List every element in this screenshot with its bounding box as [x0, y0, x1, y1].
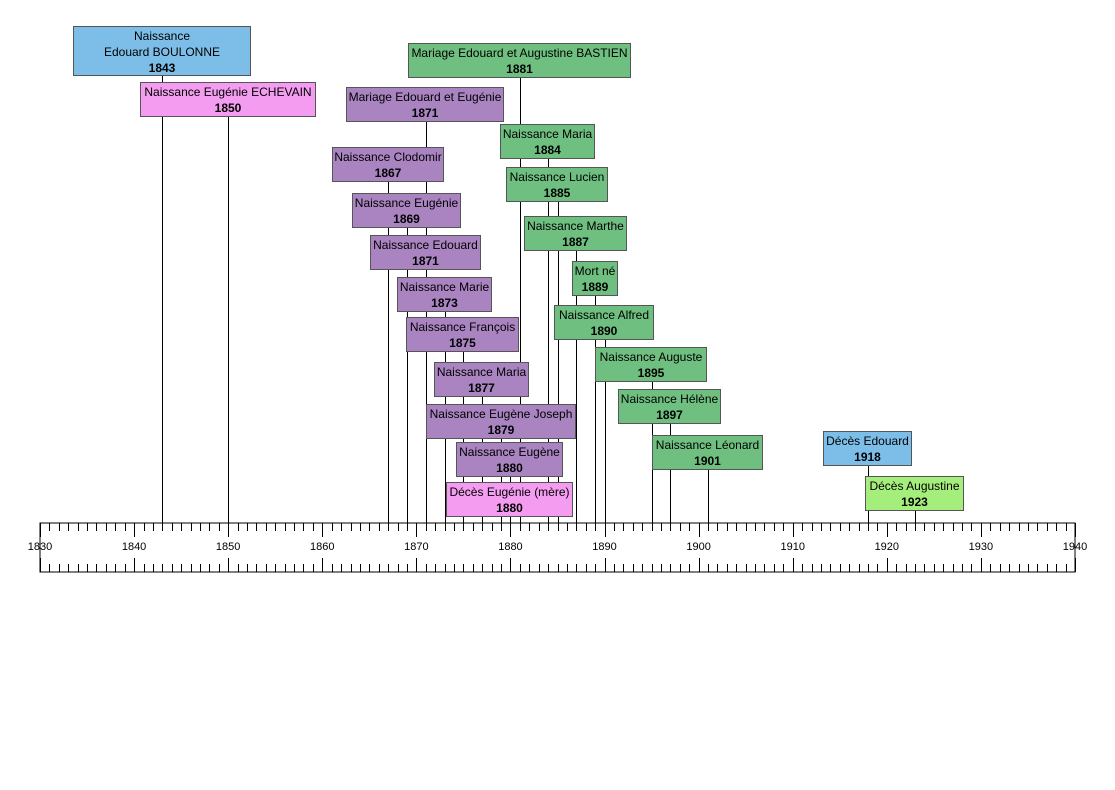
- event-label: Naissance Eugénie ECHEVAIN: [141, 84, 315, 100]
- event-year: 1887: [525, 234, 626, 250]
- axis-label-1890: 1890: [585, 541, 625, 553]
- axis-label-1920: 1920: [867, 541, 907, 553]
- event-year: 1875: [407, 335, 518, 351]
- event-year: 1869: [353, 211, 460, 227]
- event-box-naissance-eugene-joseph: Naissance Eugène Joseph 1879: [426, 404, 576, 439]
- event-year: 1867: [333, 165, 443, 181]
- event-box-naissance-eugenie-1869: Naissance Eugénie 1869: [352, 193, 461, 228]
- event-year: 1877: [435, 380, 528, 396]
- event-label: Naissance: [74, 28, 250, 44]
- event-year: 1923: [866, 494, 963, 510]
- ruler-band: [40, 523, 1075, 572]
- event-box-naissance-maria-1877: Naissance Maria 1877: [434, 362, 529, 397]
- event-year: 1918: [824, 449, 911, 465]
- event-year: 1884: [501, 142, 594, 158]
- event-year: 1881: [409, 61, 630, 77]
- axis-label-1870: 1870: [396, 541, 436, 553]
- event-label: Naissance Hélène: [619, 391, 720, 407]
- axis-label-1840: 1840: [114, 541, 154, 553]
- event-box-naissance-edouard-1871: Naissance Edouard 1871: [370, 235, 481, 270]
- event-label: Décès Edouard: [824, 433, 911, 449]
- event-box-naissance-auguste: Naissance Auguste 1895: [595, 347, 707, 382]
- event-year: 1850: [141, 100, 315, 116]
- event-year: 1873: [398, 295, 491, 311]
- event-box-naissance-eugene: Naissance Eugène 1880: [456, 442, 563, 477]
- event-year: 1879: [427, 422, 575, 438]
- event-label: Décès Eugénie (mère): [447, 484, 572, 500]
- axis-label-1930: 1930: [961, 541, 1001, 553]
- event-year: 1885: [507, 185, 607, 201]
- event-year: 1901: [653, 453, 762, 469]
- event-label: Mariage Edouard et Augustine BASTIEN: [409, 45, 630, 61]
- event-box-naissance-edouard: Naissance Edouard BOULONNE 1843: [73, 26, 251, 76]
- event-label: Naissance Marthe: [525, 218, 626, 234]
- event-box-deces-eugenie: Décès Eugénie (mère) 1880: [446, 482, 573, 517]
- axis-label-1940: 1940: [1055, 541, 1095, 553]
- event-year: 1897: [619, 407, 720, 423]
- event-box-naissance-lucien: Naissance Lucien 1885: [506, 167, 608, 202]
- axis-label-1860: 1860: [302, 541, 342, 553]
- event-label: Naissance Maria: [435, 364, 528, 380]
- timeline-chart: [0, 0, 1115, 790]
- event-label: Naissance Marie: [398, 279, 491, 295]
- event-label: Naissance Eugène: [457, 444, 562, 460]
- event-label: Naissance Alfred: [555, 307, 653, 323]
- event-label: Mort né: [573, 263, 617, 279]
- event-year: 1890: [555, 323, 653, 339]
- event-year: 1880: [457, 460, 562, 476]
- event-year: 1895: [596, 365, 706, 381]
- event-label: Naissance Lucien: [507, 169, 607, 185]
- event-box-naissance-clodomir: Naissance Clodomir 1867: [332, 147, 444, 182]
- event-box-naissance-leonard: Naissance Léonard 1901: [652, 435, 763, 470]
- event-label: Naissance Clodomir: [333, 149, 443, 165]
- time-ruler: [40, 523, 1076, 572]
- event-label: Naissance Auguste: [596, 349, 706, 365]
- event-box-mort-ne: Mort né 1889: [572, 261, 618, 296]
- event-year: 1871: [371, 253, 480, 269]
- event-label: Naissance François: [407, 319, 518, 335]
- event-box-naissance-helene: Naissance Hélène 1897: [618, 389, 721, 424]
- axis-label-1830: 1830: [20, 541, 60, 553]
- event-label: Naissance Léonard: [653, 437, 762, 453]
- event-box-naissance-maria-1884: Naissance Maria 1884: [500, 124, 595, 159]
- event-box-mariage-eugenie: Mariage Edouard et Eugénie 1871: [346, 87, 504, 122]
- event-box-deces-augustine: Décès Augustine 1923: [865, 476, 964, 511]
- axis-label-1880: 1880: [490, 541, 530, 553]
- event-box-naissance-alfred: Naissance Alfred 1890: [554, 305, 654, 340]
- event-label: Edouard BOULONNE: [74, 44, 250, 60]
- event-year: 1889: [573, 279, 617, 295]
- event-box-naissance-eugenie-echevain: Naissance Eugénie ECHEVAIN 1850: [140, 82, 316, 117]
- event-label: Naissance Maria: [501, 126, 594, 142]
- event-label: Naissance Eugénie: [353, 195, 460, 211]
- event-year: 1843: [74, 60, 250, 76]
- event-box-mariage-augustine: Mariage Edouard et Augustine BASTIEN 1881: [408, 43, 631, 78]
- event-box-naissance-marie: Naissance Marie 1873: [397, 277, 492, 312]
- event-box-naissance-marthe: Naissance Marthe 1887: [524, 216, 627, 251]
- event-label: Mariage Edouard et Eugénie: [347, 89, 503, 105]
- event-label: Décès Augustine: [866, 478, 963, 494]
- event-box-deces-edouard: Décès Edouard 1918: [823, 431, 912, 466]
- event-year: 1871: [347, 105, 503, 121]
- axis-label-1900: 1900: [679, 541, 719, 553]
- event-label: Naissance Eugène Joseph: [427, 406, 575, 422]
- event-year: 1880: [447, 500, 572, 516]
- axis-label-1850: 1850: [208, 541, 248, 553]
- event-label: Naissance Edouard: [371, 237, 480, 253]
- event-box-naissance-francois: Naissance François 1875: [406, 317, 519, 352]
- axis-label-1910: 1910: [773, 541, 813, 553]
